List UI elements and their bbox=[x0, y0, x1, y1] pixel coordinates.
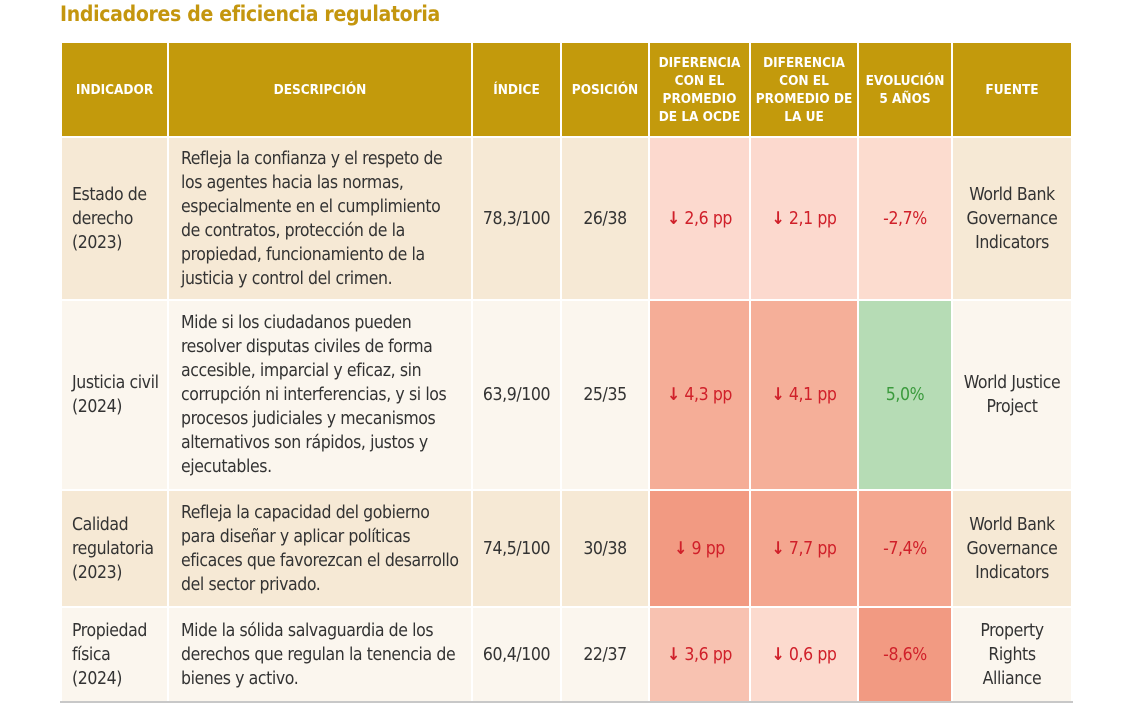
source-cell: World Bank Governance Indicators bbox=[951, 136, 1073, 301]
header-diff-ocde: DIFERENCIA CON EL PROMEDIO DE LA OCDE bbox=[648, 43, 751, 138]
indicator-cell: Propiedad física (2024) bbox=[60, 606, 169, 703]
indicator-cell: Justicia civil (2024) bbox=[60, 299, 169, 491]
description-cell: Refleja la capacidad del gobierno para d… bbox=[167, 489, 473, 608]
table-row: Justicia civil (2024) Mide si los ciudada… bbox=[60, 299, 1073, 491]
header-indice: ÍNDICE bbox=[471, 43, 562, 138]
down-arrow-icon: ↓ bbox=[666, 385, 680, 405]
diff-ue-cell-value: 2,1 pp bbox=[788, 208, 837, 229]
down-arrow-icon: ↓ bbox=[674, 538, 687, 559]
source-cell: Property Rights Alliance bbox=[951, 606, 1073, 703]
down-arrow-icon: ↓ bbox=[666, 644, 680, 665]
diff-ue-cell-value: 4,1 pp bbox=[788, 385, 837, 405]
down-arrow-icon: ↓ bbox=[666, 208, 680, 229]
header-evolucion: EVOLUCIÓN 5 AÑOS bbox=[857, 43, 953, 138]
diff-ue-cell-value: 0,6 pp bbox=[788, 644, 837, 665]
diff-ue-cell: ↓ 0,6 pp bbox=[749, 606, 859, 703]
down-arrow-icon: ↓ bbox=[771, 385, 785, 405]
down-arrow-icon: ↓ bbox=[771, 208, 785, 229]
diff-ue-cell: ↓ 4,1 pp bbox=[749, 299, 859, 491]
header-descripcion: DESCRIPCIÓN bbox=[167, 43, 473, 138]
source-cell: World Justice Project bbox=[951, 299, 1073, 491]
description-cell: Mide la sólida salvaguardia de los derec… bbox=[167, 606, 473, 703]
diff-ue-cell-value: 7,7 pp bbox=[788, 538, 837, 559]
position-cell: 22/37 bbox=[560, 606, 650, 703]
description-cell: Refleja la confianza y el respeto de los… bbox=[167, 136, 473, 301]
evolution-cell: 5,0% bbox=[857, 299, 953, 491]
indicator-cell: Estado de derecho (2023) bbox=[60, 136, 169, 301]
index-cell: 63,9/100 bbox=[471, 299, 562, 491]
table-row: Calidad regulatoria (2023) Refleja la cap… bbox=[60, 489, 1073, 608]
diff-ue-cell: ↓ 2,1 pp bbox=[749, 136, 859, 301]
index-cell: 78,3/100 bbox=[471, 136, 562, 301]
index-cell: 60,4/100 bbox=[471, 606, 562, 703]
page-title: Indicadores de eficiencia regulatoria bbox=[60, 2, 441, 26]
diff-ocde-cell-value: 4,3 pp bbox=[684, 385, 733, 405]
table-row: Estado de derecho (2023) Refleja la confi… bbox=[60, 136, 1073, 301]
position-cell: 30/38 bbox=[560, 489, 650, 608]
diff-ocde-cell-value: 2,6 pp bbox=[684, 208, 733, 229]
description-cell: Mide si los ciudadanos pueden resolver d… bbox=[167, 299, 473, 491]
down-arrow-icon: ↓ bbox=[771, 538, 785, 559]
diff-ocde-cell: ↓ 9 pp bbox=[648, 489, 751, 608]
header-fuente: FUENTE bbox=[951, 43, 1073, 138]
diff-ocde-cell: ↓ 4,3 pp bbox=[648, 299, 751, 491]
diff-ue-cell: ↓ 7,7 pp bbox=[749, 489, 859, 608]
diff-ocde-cell: ↓ 3,6 pp bbox=[648, 606, 751, 703]
indicator-cell: Calidad regulatoria (2023) bbox=[60, 489, 169, 608]
header-posicion: POSICIÓN bbox=[560, 43, 650, 138]
evolution-cell: -8,6% bbox=[857, 606, 953, 703]
table-row: Propiedad física (2024) Mide la sólida sa… bbox=[60, 606, 1073, 703]
index-cell: 74,5/100 bbox=[471, 489, 562, 608]
regulatory-indicators-table: INDICADOR DESCRIPCIÓN ÍNDICE POSICIÓN DI… bbox=[60, 43, 1073, 703]
position-cell: 25/35 bbox=[560, 299, 650, 491]
diff-ocde-cell: ↓ 2,6 pp bbox=[648, 136, 751, 301]
diff-ocde-cell-value: 9 pp bbox=[691, 538, 725, 559]
header-diff-ue: DIFERENCIA CON EL PROMEDIO DE LA UE bbox=[749, 43, 859, 138]
diff-ocde-cell-value: 3,6 pp bbox=[684, 644, 733, 665]
evolution-cell: -7,4% bbox=[857, 489, 953, 608]
header-row: INDICADOR DESCRIPCIÓN ÍNDICE POSICIÓN DI… bbox=[60, 43, 1073, 138]
position-cell: 26/38 bbox=[560, 136, 650, 301]
down-arrow-icon: ↓ bbox=[771, 644, 785, 665]
header-indicador: INDICADOR bbox=[60, 43, 169, 138]
evolution-cell: -2,7% bbox=[857, 136, 953, 301]
source-cell: World Bank Governance Indicators bbox=[951, 489, 1073, 608]
